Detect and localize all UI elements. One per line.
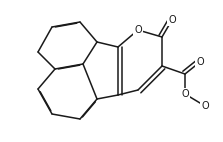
Text: O: O [201, 101, 209, 111]
Text: O: O [168, 15, 176, 25]
Text: O: O [196, 57, 204, 67]
Text: O: O [134, 25, 142, 35]
Text: O: O [181, 89, 189, 99]
